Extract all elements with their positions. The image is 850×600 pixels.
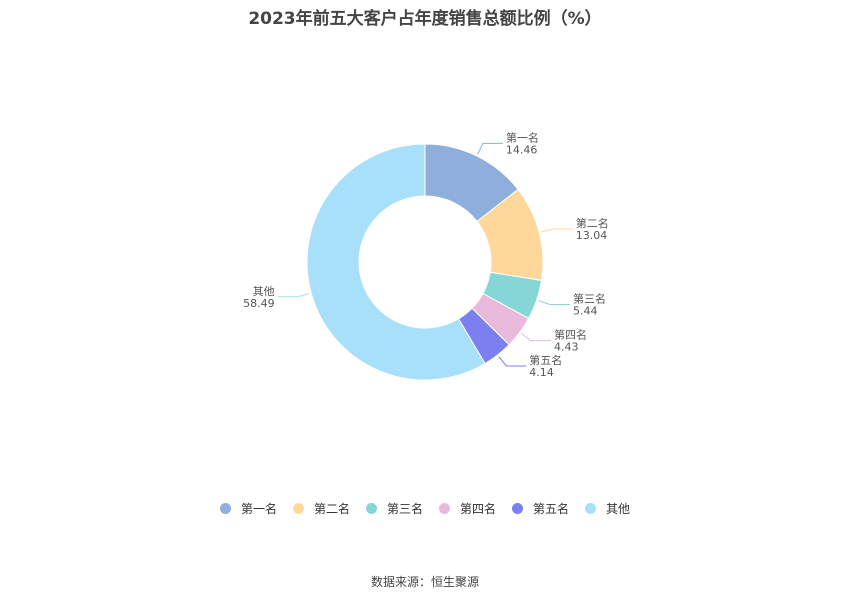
legend-item-5[interactable]: 第五名 [512,500,569,517]
legend-marker-1 [219,503,231,514]
leader-line-4 [521,333,552,342]
slice-label-1: 第一名 [506,130,539,144]
legend-marker-6 [585,503,597,514]
slice-value-4: 4.43 [554,341,579,354]
legend-marker-4 [439,503,450,514]
legend-item-4[interactable]: 第四名 [439,500,496,517]
slice-label-3: 第三名 [573,292,606,306]
slice-value-6: 58.49 [243,297,275,310]
slice-label-5: 第五名 [529,353,562,367]
chart-legend: 第一名 第二名 第三名 第四名 第五名 其他 [0,500,850,517]
legend-marker-2 [292,503,304,514]
legend-item-2[interactable]: 第二名 [292,500,350,517]
legend-label-3: 第三名 [386,502,423,516]
legend-label-4: 第四名 [460,502,497,516]
pie-slice-6[interactable] [306,143,486,381]
legend-marker-3 [365,503,377,514]
slice-value-3: 5.44 [573,305,598,318]
slice-label-6: 其他 [253,285,275,298]
legend-marker-5 [512,503,524,514]
legend-item-1[interactable]: 第一名 [219,500,277,517]
leader-line-5 [498,356,527,367]
legend-item-6[interactable]: 其他 [585,500,630,517]
slice-label-2: 第二名 [576,216,609,230]
chart-title: 2023年前五大客户占年度销售总额比例（%） [248,9,602,29]
legend-label-5: 第五名 [533,502,570,516]
leader-line-6 [277,293,310,298]
leader-line-3 [538,300,570,306]
slice-value-2: 13.04 [576,229,608,242]
legend-label-1: 第一名 [240,502,277,516]
leader-line-1 [477,142,503,155]
legend-label-2: 第二名 [313,502,350,516]
data-source-note: 数据来源：恒生聚源 [370,575,479,589]
legend-item-3[interactable]: 第三名 [365,500,423,517]
legend-label-6: 其他 [606,502,631,516]
slice-value-1: 14.46 [506,143,538,156]
leader-line-2 [541,228,573,233]
slice-label-4: 第四名 [554,328,587,342]
slice-value-5: 4.14 [529,366,554,379]
